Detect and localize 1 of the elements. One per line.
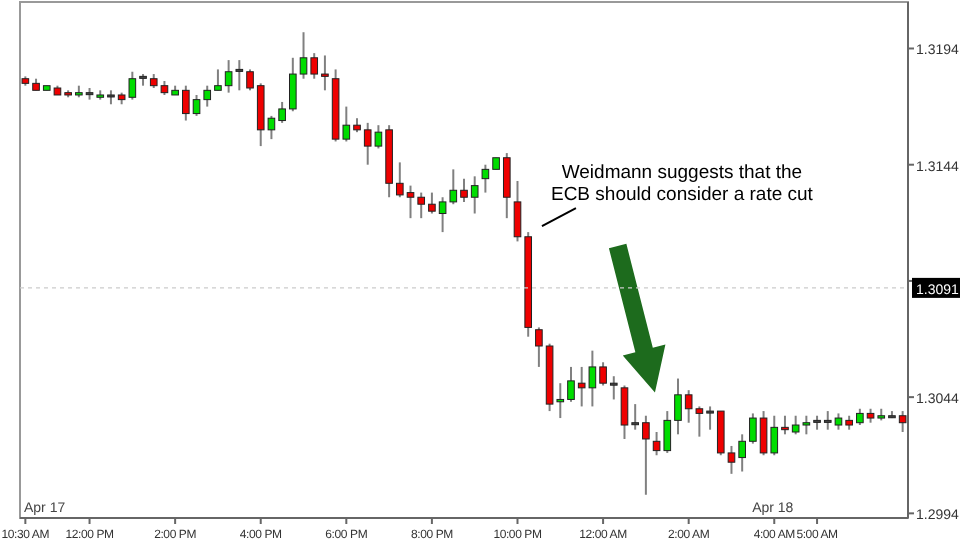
annotation: Weidmann suggests that the ECB should consider a rate cut <box>550 162 814 207</box>
